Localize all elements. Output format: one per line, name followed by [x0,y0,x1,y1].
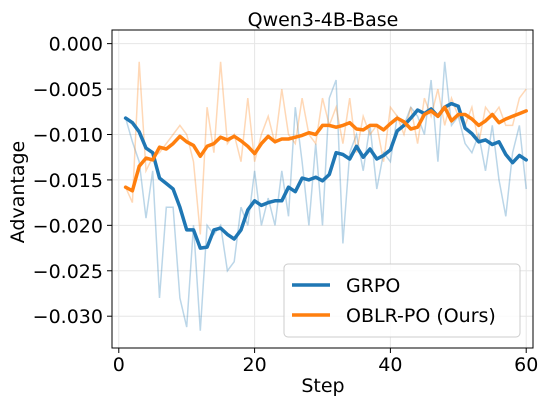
raw-series-layer [124,61,527,331]
series-line-oblr-po-ours [123,105,528,193]
y-tick-label: −0.030 [33,306,103,328]
series-line-grpo [123,101,528,250]
y-tick-label: −0.015 [33,170,103,192]
y-tick-label: −0.025 [33,261,103,283]
y-tick-label: 0.000 [49,34,103,56]
x-axis-label: Step [301,375,344,397]
chart-title: Qwen3-4B-Base [248,9,399,31]
series-line-raw-oblr-po-ours [124,61,527,235]
series-line-raw-grpo [124,61,527,331]
y-tick-label: −0.005 [33,79,103,101]
y-ticks: 0.000 −0.005 −0.010 −0.015 −0.020 −0.025 −0.03… [33,34,112,328]
legend: GRPO OBLR-PO (Ours) [283,263,521,338]
x-tick-label: 0 [113,354,125,376]
x-ticks: 0 20 40 60 [113,348,538,376]
legend-label-grpo: GRPO [346,275,400,297]
y-tick-label: −0.010 [33,124,103,146]
smoothed-series-layer [123,101,528,250]
y-tick-label: −0.020 [33,215,103,237]
plot-frame [111,29,534,349]
x-tick-label: 20 [243,354,267,376]
legend-label-oblr-po: OBLR-PO (Ours) [346,305,496,327]
x-tick-label: 60 [514,354,538,376]
y-axis-label: Advantage [7,141,29,244]
legend-box [283,263,521,338]
x-tick-label: 40 [378,354,402,376]
